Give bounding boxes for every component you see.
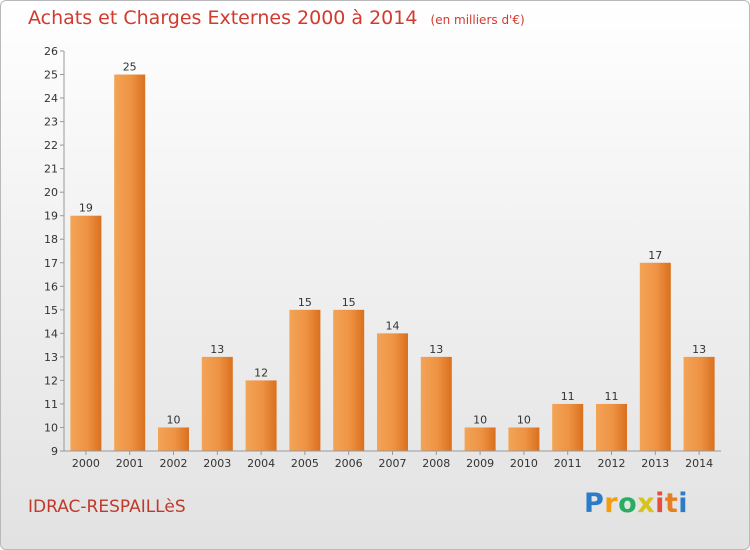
y-tick-label: 14	[44, 327, 58, 340]
y-tick-label: 20	[44, 186, 58, 199]
y-axis: 9 10 11 12 13 14 15 16 17 18 19 20 21 22 23 24 25 26	[44, 45, 65, 458]
x-tick-label-2008: 2008	[422, 457, 450, 470]
value-label-2012: 11	[605, 390, 619, 403]
y-tick-label: 18	[44, 233, 58, 246]
y-tick-label: 16	[44, 280, 58, 293]
y-tick-label: 15	[44, 304, 58, 317]
proxiti-letter: r	[604, 488, 619, 519]
chart-unit-label: (en milliers d'€)	[430, 13, 525, 27]
x-tick-label-2009: 2009	[466, 457, 494, 470]
x-tick-label-2010: 2010	[510, 457, 538, 470]
y-tick-label: 13	[44, 351, 58, 364]
value-label-2010: 10	[517, 413, 531, 426]
value-label-2008: 13	[429, 343, 443, 356]
bar-2007	[377, 333, 408, 451]
value-label-2009: 10	[473, 413, 487, 426]
bar-2003	[201, 356, 233, 451]
bar-2013	[639, 262, 671, 451]
value-label-2000: 19	[79, 202, 93, 215]
bar-2008	[420, 356, 452, 451]
bar-2006	[333, 309, 365, 451]
bars: 19 25 10 13 12 15 15 14 13 10 10 11 11 17 13	[70, 61, 715, 451]
bar-2011	[552, 403, 584, 451]
bar-2004	[245, 380, 277, 451]
y-tick-label: 10	[44, 421, 58, 434]
x-tick-label-2001: 2001	[116, 457, 144, 470]
bar-2002	[158, 427, 189, 451]
bar-2001	[114, 74, 146, 451]
chart-title: Achats et Charges Externes 2000 à 2014 (…	[28, 7, 525, 29]
proxiti-letter: t	[664, 488, 679, 519]
value-label-2013: 17	[648, 249, 662, 262]
y-tick-label: 23	[44, 116, 58, 129]
bar-2005	[289, 309, 321, 451]
x-tick-label-2013: 2013	[641, 457, 669, 470]
value-label-2005: 15	[298, 296, 312, 309]
value-label-2014: 13	[692, 343, 706, 356]
bar-2012	[596, 403, 627, 451]
chart-title-text: Achats et Charges Externes 2000 à 2014	[28, 7, 418, 29]
y-tick-label: 19	[44, 210, 58, 223]
value-label-2003: 13	[210, 343, 224, 356]
y-tick-label: 17	[44, 257, 58, 270]
value-label-2002: 10	[167, 413, 181, 426]
y-tick-label: 25	[44, 69, 58, 82]
proxiti-logo: Proxiti	[584, 488, 688, 519]
x-tick-label-2005: 2005	[291, 457, 319, 470]
value-label-2004: 12	[254, 366, 268, 379]
x-tick-label-2004: 2004	[247, 457, 275, 470]
y-tick-label: 11	[44, 398, 58, 411]
commune-name: IDRAC-RESPAILLèS	[28, 497, 186, 517]
y-tick-label: 24	[44, 92, 58, 105]
x-tick-label-2012: 2012	[598, 457, 626, 470]
bar-2010	[508, 427, 540, 451]
value-label-2007: 14	[386, 319, 400, 332]
bar-2000	[70, 215, 102, 451]
y-tick-label: 9	[51, 445, 58, 458]
proxiti-letter: o	[618, 488, 638, 519]
y-tick-label: 22	[44, 139, 58, 152]
x-tick-label-2000: 2000	[72, 457, 100, 470]
y-tick-label: 21	[44, 163, 58, 176]
x-tick-label-2003: 2003	[203, 457, 231, 470]
x-tick-label-2006: 2006	[335, 457, 363, 470]
y-tick-label: 12	[44, 374, 58, 387]
x-axis: 2000 2001 2002 2003 2004 2005 2006 2007 2008 2009…	[64, 450, 721, 470]
bar-2014	[683, 356, 715, 451]
y-tick-label: 26	[44, 45, 58, 58]
proxiti-letter: x	[637, 488, 656, 519]
proxiti-letter: P	[584, 488, 605, 519]
value-label-2001: 25	[123, 61, 137, 74]
x-tick-label-2002: 2002	[160, 457, 188, 470]
bar-2009	[464, 427, 496, 451]
x-tick-label-2014: 2014	[685, 457, 713, 470]
x-tick-label-2011: 2011	[554, 457, 582, 470]
value-label-2006: 15	[342, 296, 356, 309]
x-tick-label-2007: 2007	[379, 457, 407, 470]
value-label-2011: 11	[561, 390, 575, 403]
proxiti-letter: i	[678, 488, 689, 519]
proxiti-letter: i	[655, 488, 665, 519]
